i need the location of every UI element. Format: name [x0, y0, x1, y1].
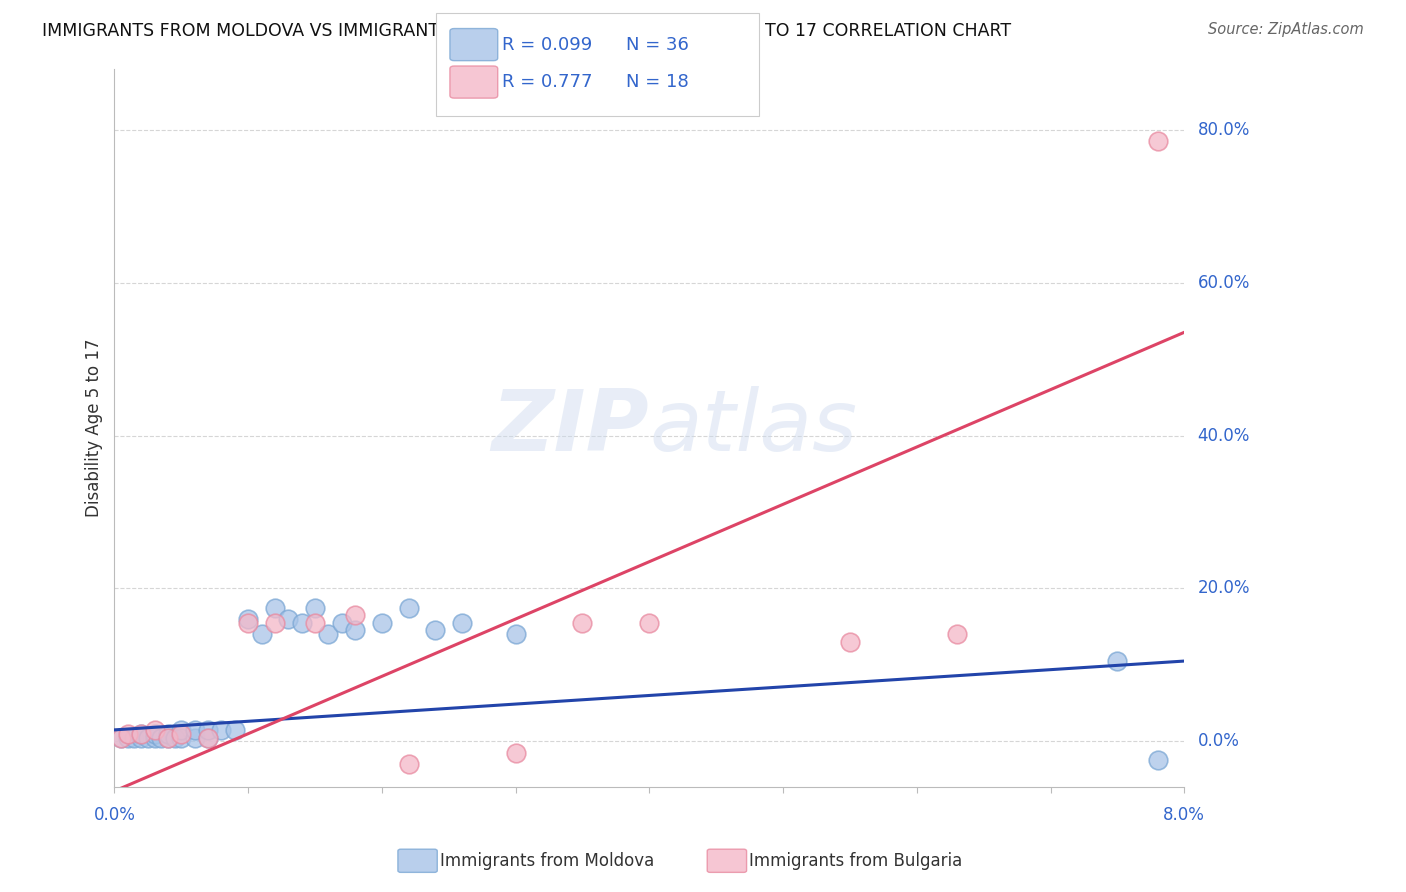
Point	[571, 615, 593, 630]
Point	[163, 731, 186, 745]
Point	[136, 731, 159, 745]
Point	[110, 731, 132, 745]
Point	[264, 600, 287, 615]
Text: 20.0%: 20.0%	[1198, 580, 1250, 598]
Point	[150, 731, 173, 745]
Point	[236, 615, 259, 630]
Point	[143, 731, 166, 745]
Text: Immigrants from Bulgaria: Immigrants from Bulgaria	[749, 852, 963, 870]
Point	[117, 727, 139, 741]
Point	[197, 731, 219, 745]
Point	[264, 615, 287, 630]
Text: 60.0%: 60.0%	[1198, 274, 1250, 292]
Point	[129, 727, 152, 741]
Text: N = 36: N = 36	[626, 36, 689, 54]
Point	[197, 723, 219, 737]
Point	[638, 615, 661, 630]
Point	[451, 615, 474, 630]
Point	[250, 627, 273, 641]
Point	[129, 731, 152, 745]
Text: ZIP: ZIP	[492, 386, 650, 469]
Text: 0.0%: 0.0%	[1198, 732, 1240, 750]
Text: 40.0%: 40.0%	[1198, 426, 1250, 444]
Text: 80.0%: 80.0%	[1198, 120, 1250, 138]
Text: atlas: atlas	[650, 386, 858, 469]
Point	[371, 615, 394, 630]
Point	[277, 612, 299, 626]
Text: 8.0%: 8.0%	[1163, 806, 1205, 824]
Point	[236, 612, 259, 626]
Point	[304, 600, 326, 615]
Point	[304, 615, 326, 630]
Point	[129, 727, 152, 741]
Point	[170, 727, 193, 741]
Point	[209, 723, 232, 737]
Point	[110, 731, 132, 745]
Point	[1146, 134, 1168, 148]
Point	[1146, 754, 1168, 768]
Point	[946, 627, 969, 641]
Text: 0.0%: 0.0%	[93, 806, 135, 824]
Point	[143, 723, 166, 737]
Point	[318, 627, 340, 641]
Point	[170, 723, 193, 737]
Point	[183, 723, 205, 737]
Y-axis label: Disability Age 5 to 17: Disability Age 5 to 17	[86, 339, 103, 517]
Point	[156, 731, 179, 745]
Point	[170, 731, 193, 745]
Point	[156, 731, 179, 745]
Point	[425, 624, 447, 638]
Point	[156, 727, 179, 741]
Point	[505, 627, 527, 641]
Text: R = 0.099: R = 0.099	[502, 36, 592, 54]
Point	[1107, 654, 1129, 668]
Point	[505, 746, 527, 760]
Point	[839, 635, 862, 649]
Point	[197, 731, 219, 745]
Point	[344, 624, 367, 638]
Point	[344, 608, 367, 623]
Text: N = 18: N = 18	[626, 73, 689, 91]
Point	[143, 727, 166, 741]
Text: R = 0.777: R = 0.777	[502, 73, 592, 91]
Point	[224, 723, 246, 737]
Text: Immigrants from Moldova: Immigrants from Moldova	[440, 852, 654, 870]
Point	[398, 600, 420, 615]
Point	[398, 757, 420, 772]
Point	[124, 731, 146, 745]
Point	[291, 615, 314, 630]
Point	[330, 615, 353, 630]
Point	[183, 731, 205, 745]
Text: Source: ZipAtlas.com: Source: ZipAtlas.com	[1208, 22, 1364, 37]
Point	[117, 731, 139, 745]
Text: IMMIGRANTS FROM MOLDOVA VS IMMIGRANTS FROM BULGARIA DISABILITY AGE 5 TO 17 CORRE: IMMIGRANTS FROM MOLDOVA VS IMMIGRANTS FR…	[42, 22, 1011, 40]
